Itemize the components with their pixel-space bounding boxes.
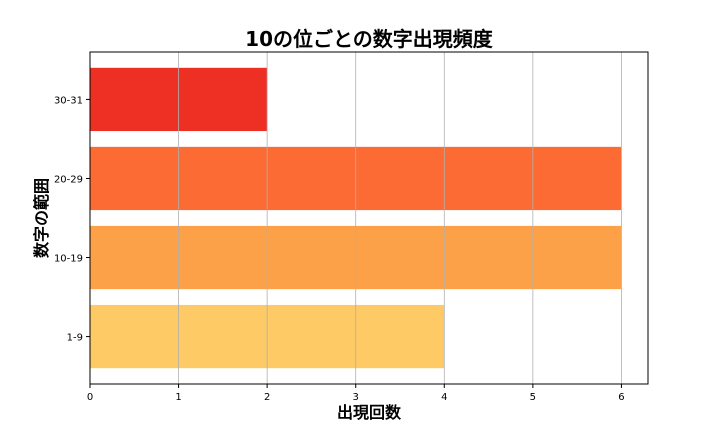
x-tick-label: 3 (353, 392, 359, 403)
x-tick-label: 5 (530, 392, 536, 403)
x-axis-label: 出現回数 (337, 403, 402, 422)
y-tick-label: 30-31 (54, 95, 83, 106)
x-tick-label: 1 (175, 392, 181, 403)
y-axis-label: 数字の範囲 (32, 178, 51, 258)
y-tick-label: 10-19 (54, 254, 83, 265)
chart-title: 10の位ごとの数字出現頻度 (245, 27, 494, 51)
x-tick-label: 2 (264, 392, 270, 403)
x-tick-label: 4 (441, 392, 447, 403)
y-tick-label: 20-29 (54, 174, 83, 185)
plot-frame (89, 51, 649, 385)
x-tick-label: 0 (87, 392, 93, 403)
y-tick-label: 1-9 (67, 333, 83, 344)
x-tick-label: 6 (618, 392, 624, 403)
